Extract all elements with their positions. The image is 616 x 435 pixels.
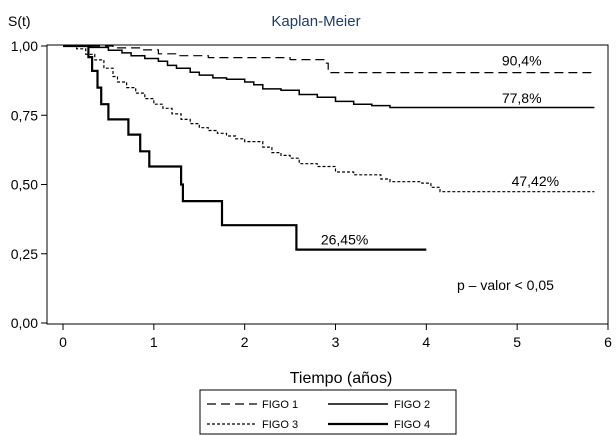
- km-curve-figo-4: [63, 44, 427, 251]
- curve-label: 26,45%: [321, 232, 368, 248]
- y-tick-label: 0,25: [11, 246, 38, 262]
- y-tick-label: 0,00: [11, 315, 38, 331]
- x-axis-label: Tiempo (años): [290, 370, 393, 387]
- y-tick-label: 0,75: [11, 107, 38, 123]
- curve-label: 77,8%: [502, 90, 542, 106]
- legend-label: FIGO 3: [262, 419, 298, 431]
- legend-box: [199, 389, 457, 435]
- curve-label: 90,4%: [502, 52, 542, 68]
- x-tick-label: 0: [59, 334, 67, 350]
- legend: FIGO 1 FIGO 2 FIGO 3 FIGO 4: [199, 389, 457, 435]
- x-tick-label: 2: [241, 334, 249, 350]
- km-curve-figo-3: [63, 45, 595, 193]
- x-tick-label: 4: [422, 334, 430, 350]
- x-tick-label: 1: [150, 334, 158, 350]
- km-curve-figo-1: [63, 45, 595, 74]
- curve-label: 47,42%: [512, 173, 559, 189]
- legend-label: FIGO 4: [394, 419, 430, 431]
- axes: 0,00 0,25 0,50 0,75 1,00 0 1 2 3 4 5 6: [11, 38, 612, 350]
- legend-label: FIGO 1: [262, 399, 298, 411]
- km-curve-figo-2: [63, 45, 595, 109]
- y-axis-label: S(t): [8, 13, 31, 29]
- curve-labels: 90,4% 77,8% 47,42% 26,45%: [321, 52, 559, 247]
- x-tick-label: 6: [604, 334, 612, 350]
- p-value-annotation: p – valor < 0,05: [457, 277, 554, 293]
- series-layer: [63, 44, 595, 251]
- legend-label: FIGO 2: [394, 399, 430, 411]
- y-tick-label: 0,50: [11, 177, 38, 193]
- x-tick-label: 3: [332, 334, 340, 350]
- chart-title: Kaplan-Meier: [271, 13, 360, 30]
- y-tick-label: 1,00: [11, 38, 38, 54]
- x-tick-label: 5: [513, 334, 521, 350]
